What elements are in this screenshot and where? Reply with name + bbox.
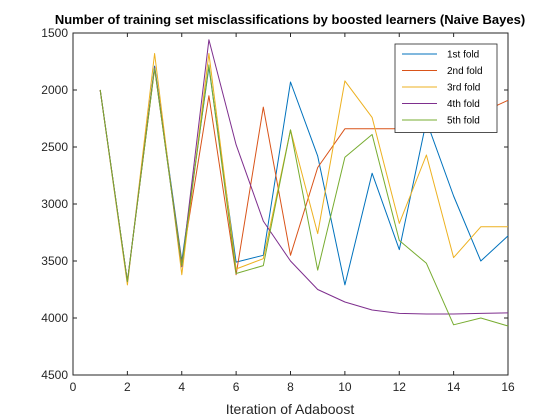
x-tick-label: 6 [233, 380, 240, 394]
legend-label: 4th fold [447, 99, 480, 110]
chart-title: Number of training set misclassification… [55, 12, 525, 27]
legend-box [394, 43, 498, 133]
x-axis-label: Iteration of Adaboost [226, 401, 355, 417]
x-tick-label: 12 [393, 380, 407, 394]
y-tick-label: 4500 [41, 368, 68, 382]
y-axis-ticks: 1500 2000 2500 3000 3500 4000 4500 [41, 26, 508, 382]
x-axis-ticks: 0 2 4 6 8 10 12 14 16 [70, 33, 515, 394]
legend: 1st fold 2nd fold 3rd fold 4th fold 5th fold [394, 43, 498, 133]
x-tick-label: 2 [124, 380, 131, 394]
x-tick-label: 0 [70, 380, 77, 394]
legend-label: 5th fold [447, 116, 480, 127]
legend-label: 1st fold [447, 50, 479, 61]
legend-label: 3rd fold [447, 83, 480, 94]
legend-entries: 1st fold 2nd fold 3rd fold 4th fold 5th fold [402, 50, 483, 127]
y-tick-label: 2500 [41, 140, 68, 154]
y-tick-label: 3500 [41, 254, 68, 268]
y-tick-label: 2000 [41, 83, 68, 97]
x-tick-label: 4 [178, 380, 185, 394]
x-tick-label: 14 [447, 380, 461, 394]
y-tick-label: 1500 [41, 26, 68, 40]
x-tick-label: 8 [287, 380, 294, 394]
x-tick-label: 10 [338, 380, 352, 394]
y-tick-label: 3000 [41, 197, 68, 211]
legend-label: 2nd fold [447, 66, 483, 77]
x-tick-label: 16 [501, 380, 515, 394]
y-tick-label: 4000 [41, 311, 68, 325]
series-line-5th-fold [99, 64, 509, 327]
